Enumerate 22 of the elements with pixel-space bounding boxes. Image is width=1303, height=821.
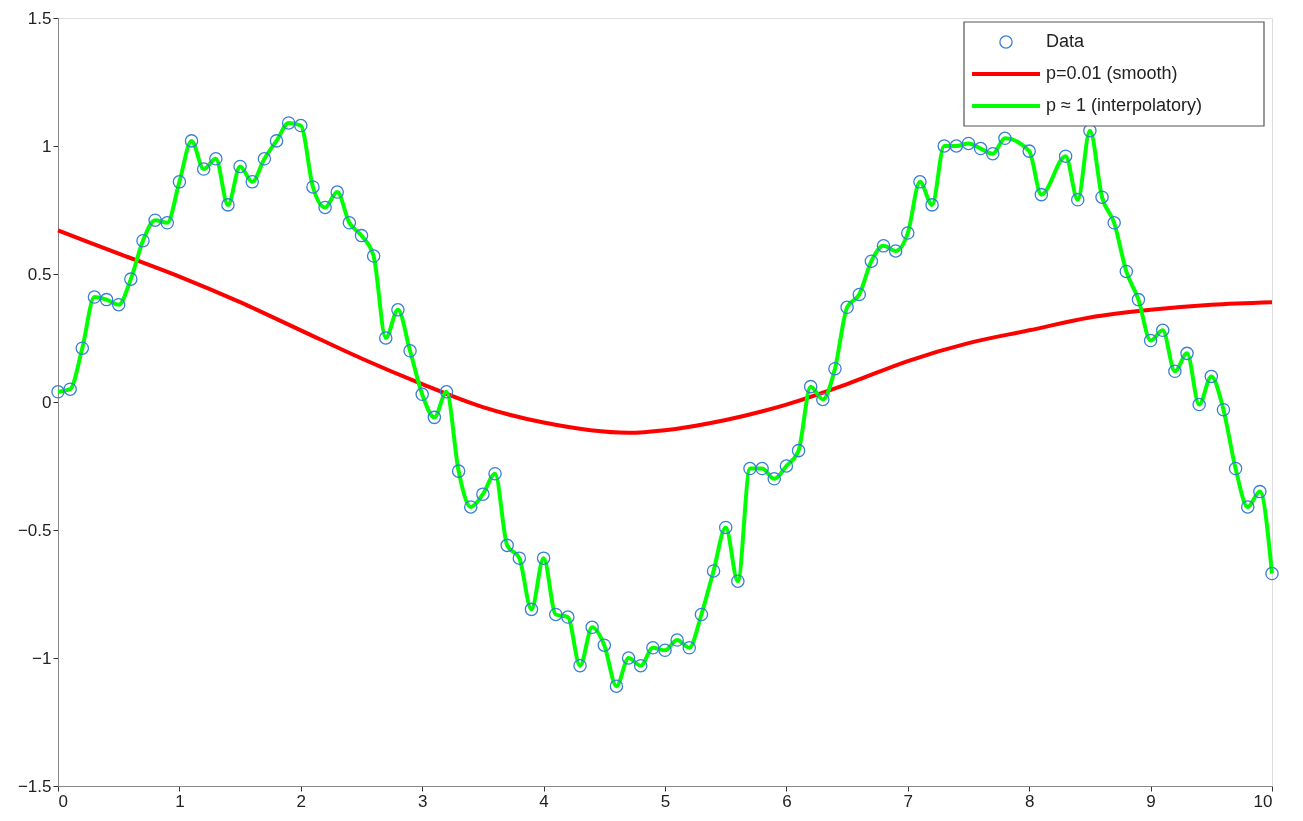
x-tick-label: 8 — [1024, 791, 1035, 811]
legend-label: p ≈ 1 (interpolatory) — [1046, 95, 1202, 115]
legend-label: p=0.01 (smooth) — [1046, 63, 1178, 83]
y-tick-label: 0.5 — [27, 264, 52, 284]
y-tick-label: 0 — [42, 392, 52, 412]
line-series — [56, 228, 1274, 435]
x-tick-label: 7 — [903, 791, 914, 811]
x-tick-label: 10 — [1253, 791, 1273, 811]
y-tick-label: −1 — [32, 648, 52, 668]
y-tick-label: 1 — [42, 136, 52, 156]
x-tick-label: 5 — [660, 791, 671, 811]
x-tick-label: 6 — [782, 791, 792, 811]
x-tick-label: 2 — [296, 791, 307, 811]
legend-label: Data — [1046, 31, 1086, 51]
x-tick-label: 1 — [175, 791, 185, 811]
y-tick-label: −0.5 — [17, 520, 52, 540]
x-tick-label: 0 — [58, 791, 68, 811]
y-tick-label: −1.5 — [17, 776, 52, 796]
x-tick-label: 9 — [1146, 791, 1156, 811]
x-tick-label: 3 — [417, 791, 428, 811]
x-tick-label: 4 — [539, 791, 549, 811]
y-tick-label: 1.5 — [27, 8, 52, 28]
